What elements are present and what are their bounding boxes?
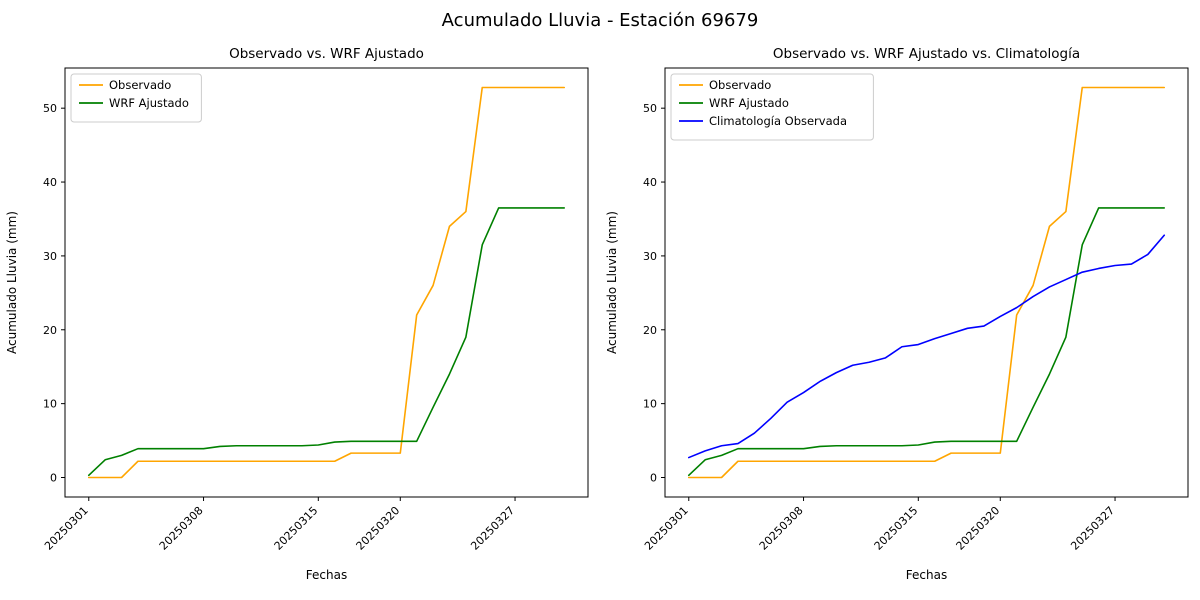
subplot-title: Observado vs. WRF Ajustado vs. Climatolo… — [773, 46, 1080, 62]
y-tick-label: 50 — [43, 102, 57, 115]
series-line-wrf-ajustado — [87, 207, 566, 477]
legend-label-observado: Observado — [109, 78, 171, 92]
y-tick-label: 10 — [643, 398, 657, 411]
y-tick-label: 30 — [643, 250, 657, 263]
legend-box — [670, 73, 874, 141]
legend-label-wrf-ajustado: WRF Ajustado — [709, 96, 789, 110]
y-tick-label: 10 — [43, 398, 57, 411]
series-line-observado — [87, 86, 566, 479]
series-line-wrf-ajustado — [687, 207, 1166, 477]
subplot-title: Observado vs. WRF Ajustado — [229, 46, 424, 62]
y-axis-label: Acumulado Lluvia (mm) — [605, 211, 619, 354]
y-tick-label: 40 — [643, 176, 657, 189]
right-subplot: Observado vs. WRF Ajustado vs. Climatolo… — [600, 40, 1200, 600]
x-axis-label: Fechas — [906, 568, 947, 582]
legend-label-observado: Observado — [709, 78, 771, 92]
y-tick-label: 50 — [643, 102, 657, 115]
right-chart-svg: Observado vs. WRF Ajustado vs. Climatolo… — [600, 40, 1200, 600]
y-tick-label: 20 — [43, 324, 57, 337]
axes-box — [64, 67, 589, 498]
y-tick-label: 20 — [643, 324, 657, 337]
plot-background — [0, 40, 600, 600]
legend-label-wrf-ajustado: WRF Ajustado — [109, 96, 189, 110]
left-chart-svg: Observado vs. WRF Ajustado01020304050202… — [0, 40, 600, 600]
y-axis-ticks: 0 10 20 30 40 50 — [43, 102, 65, 485]
y-tick-label: 30 — [43, 250, 57, 263]
figure-title: Acumulado Lluvia - Estación 69679 — [441, 10, 759, 31]
y-tick-label: 40 — [43, 176, 57, 189]
y-axis-label: Acumulado Lluvia (mm) — [5, 211, 19, 354]
legend-box — [70, 73, 202, 123]
legend-label-climatolog-a-observada: Climatología Observada — [709, 114, 847, 128]
axes-box — [664, 67, 1189, 498]
series-line-climatolog-a-observada — [687, 234, 1166, 459]
left-subplot: Observado vs. WRF Ajustado 0 10 20 30 40 50 202… — [0, 40, 600, 600]
series-line-observado — [687, 86, 1166, 479]
legend: Observado WRF Ajustado Climatología Observ… — [670, 73, 874, 141]
x-axis-label: Fechas — [306, 568, 347, 582]
y-tick-label: 0 — [50, 472, 57, 485]
y-tick-label: 0 — [650, 472, 657, 485]
y-axis-ticks: 0 10 20 30 40 50 — [643, 102, 665, 485]
legend: Observado WRF Ajustado — [70, 73, 202, 123]
